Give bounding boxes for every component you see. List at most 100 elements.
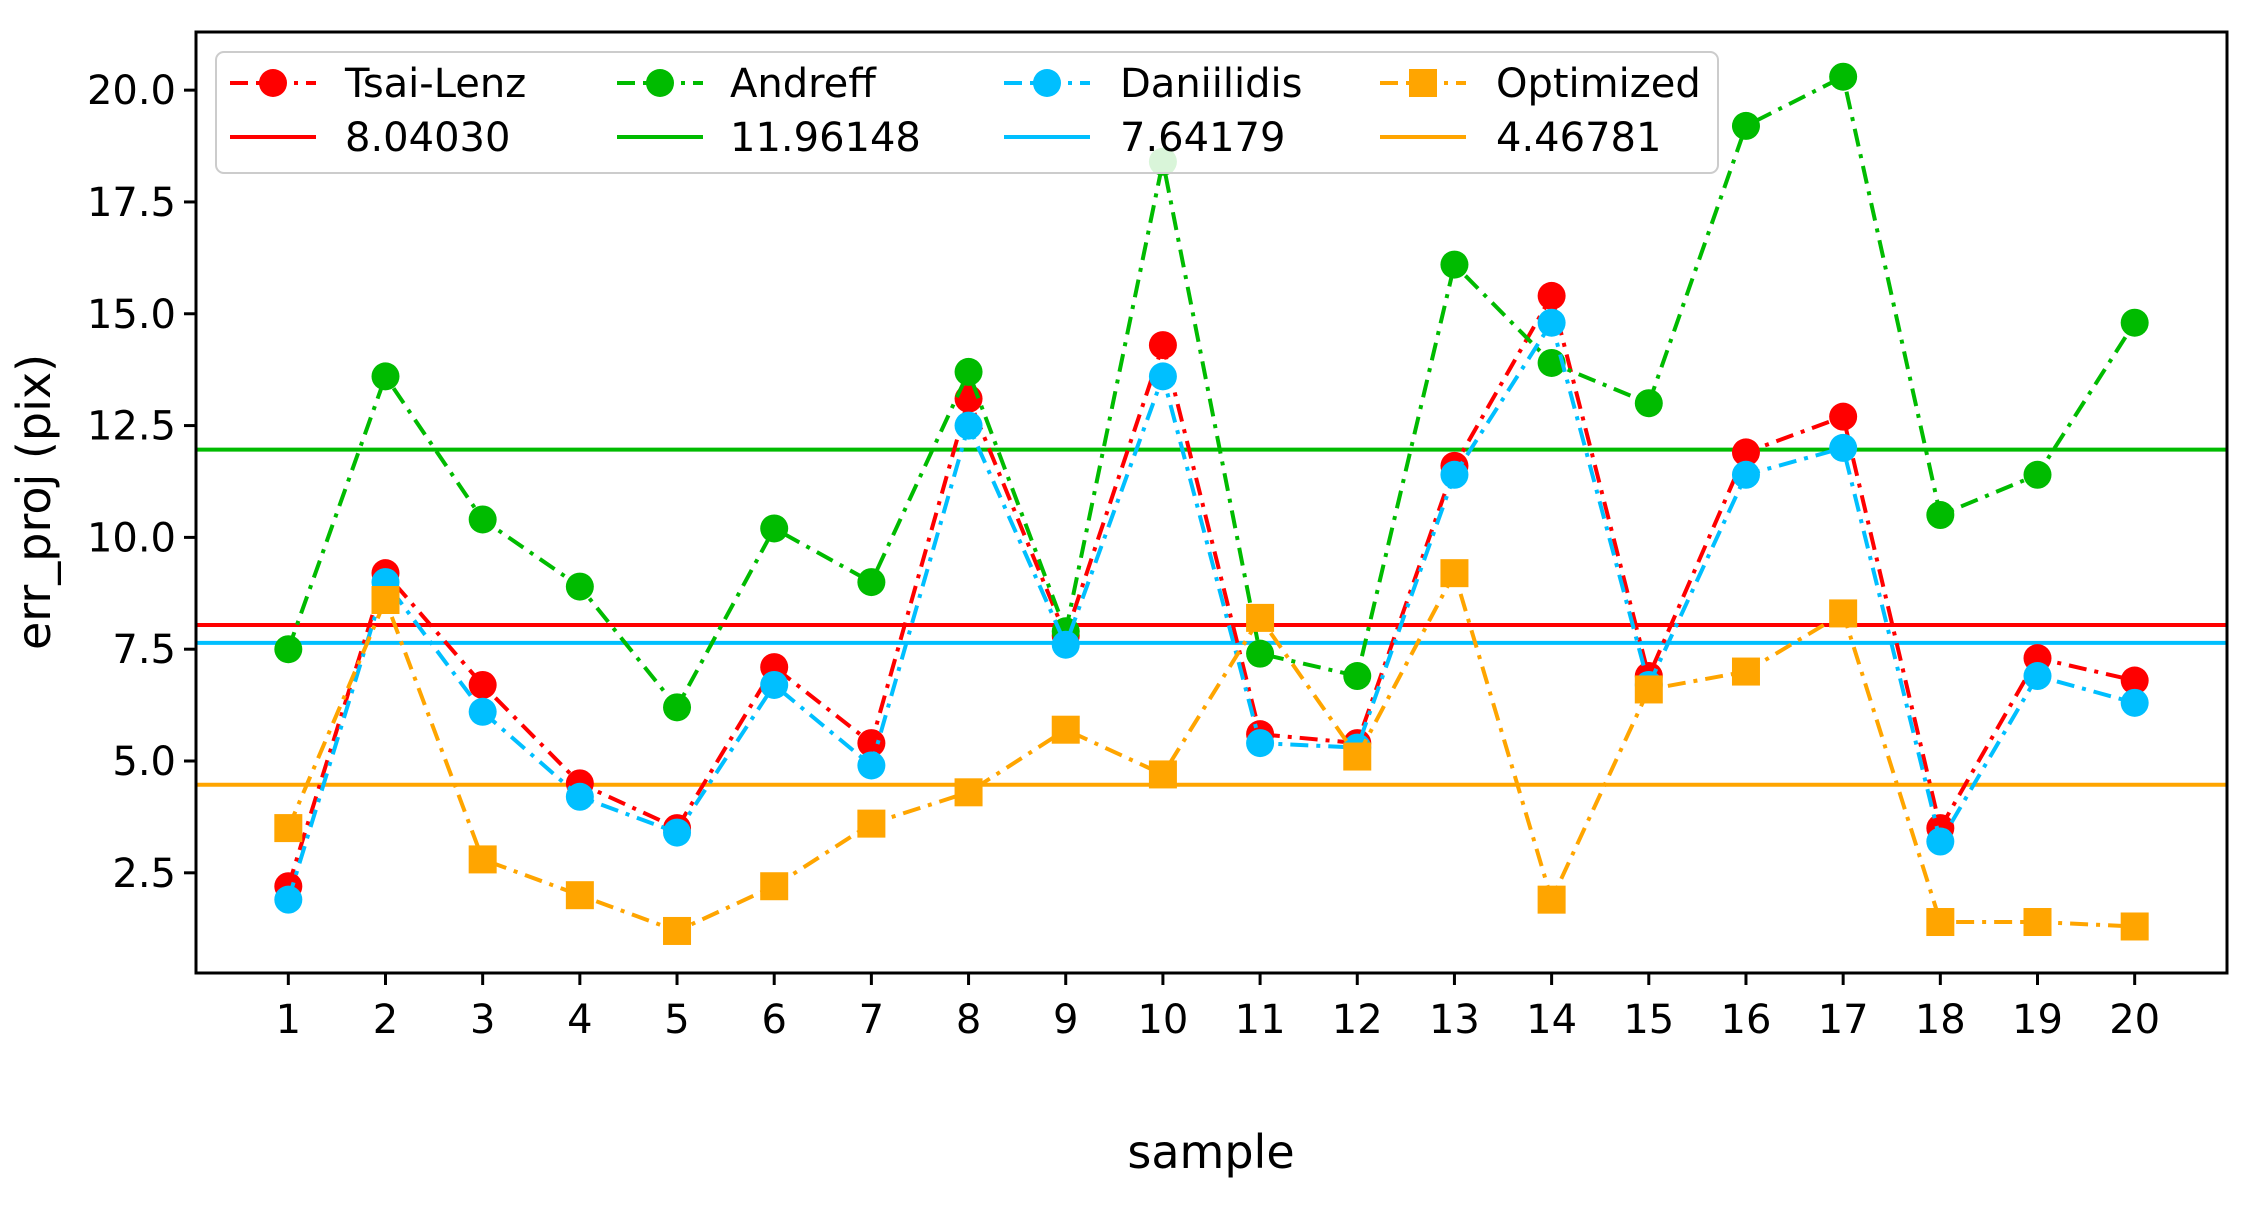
x-tick-label: 20 <box>2109 997 2160 1043</box>
x-tick-label: 13 <box>1429 997 1480 1043</box>
data-point <box>565 782 594 811</box>
x-tick-label: 19 <box>2012 997 2063 1043</box>
data-point <box>468 670 497 699</box>
x-tick-label: 15 <box>1623 997 1674 1043</box>
data-point <box>1148 760 1177 789</box>
data-point <box>2120 666 2149 695</box>
data-point <box>371 362 400 391</box>
data-point <box>1343 742 1372 771</box>
x-tick-label: 7 <box>859 997 884 1043</box>
data-point <box>2120 688 2149 717</box>
data-point <box>760 670 789 699</box>
data-point <box>1537 308 1566 337</box>
x-tick-label: 5 <box>664 997 689 1043</box>
data-point <box>1537 281 1566 310</box>
series-lines <box>274 62 2149 945</box>
data-point <box>2023 460 2052 489</box>
x-tick-label: 6 <box>761 997 786 1043</box>
data-point <box>857 809 886 838</box>
legend-marker <box>1033 69 1061 97</box>
data-point <box>1440 559 1469 588</box>
x-tick-label: 17 <box>1818 997 1869 1043</box>
data-point <box>857 568 886 597</box>
data-point <box>2120 912 2149 941</box>
data-point <box>663 693 692 722</box>
y-tick-label: 10.0 <box>87 515 176 561</box>
data-point <box>1246 603 1275 632</box>
x-tick-label: 3 <box>470 997 495 1043</box>
data-point <box>1731 111 1760 140</box>
data-point <box>274 635 303 664</box>
x-tick-label: 16 <box>1721 997 1772 1043</box>
data-point <box>857 751 886 780</box>
data-point <box>760 872 789 901</box>
data-point <box>1246 639 1275 668</box>
data-point <box>1634 675 1663 704</box>
data-point <box>1926 501 1955 530</box>
y-tick-label: 17.5 <box>87 180 176 226</box>
x-axis: 1 2 3 4 5 6 7 8 9 10 11 12 13 14 15 16 17 18 19 20 <box>276 973 2160 1043</box>
legend-mean-label: 7.64179 <box>1120 115 1285 161</box>
legend: Tsai-Lenz 8.04030 Andreff 11.96148 Daniilidi… <box>215 51 1719 174</box>
data-point <box>954 411 983 440</box>
data-point <box>1829 599 1858 628</box>
data-point <box>1829 62 1858 91</box>
data-point <box>274 814 303 843</box>
data-point <box>663 916 692 945</box>
data-point <box>468 845 497 874</box>
series-line <box>286 290 2136 887</box>
y-tick-label: 12.5 <box>87 404 176 450</box>
x-tick-label: 12 <box>1332 997 1383 1043</box>
series-daniilidis <box>274 308 2149 914</box>
data-point <box>2120 308 2149 337</box>
data-point <box>2023 662 2052 691</box>
series-line <box>286 73 2137 711</box>
plot-frame <box>194 30 2229 975</box>
legend-label: Optimized <box>1496 61 1701 107</box>
data-point <box>1731 657 1760 686</box>
y-axis: 2.5 5.0 7.5 10.0 12.5 15.0 17.5 20.0 <box>87 68 196 897</box>
x-tick-label: 10 <box>1137 997 1188 1043</box>
x-tick-label: 4 <box>567 997 592 1043</box>
data-point <box>1634 389 1663 418</box>
series-optimized <box>274 559 2149 945</box>
y-tick-label: 5.0 <box>112 739 176 785</box>
data-point <box>1731 460 1760 489</box>
data-point <box>760 514 789 543</box>
data-point <box>1148 362 1177 391</box>
legend-label: Daniilidis <box>1120 61 1302 107</box>
data-point <box>1051 715 1080 744</box>
y-axis-label: err_proj (pix) <box>7 354 61 650</box>
data-point <box>2023 908 2052 937</box>
x-tick-label: 11 <box>1235 997 1286 1043</box>
data-point <box>954 778 983 807</box>
data-point <box>1148 331 1177 360</box>
data-point <box>1537 885 1566 914</box>
data-point <box>1926 908 1955 937</box>
series-line <box>286 317 2136 901</box>
data-point <box>565 881 594 910</box>
x-tick-label: 14 <box>1526 997 1577 1043</box>
series-line <box>286 567 2135 934</box>
x-tick-label: 9 <box>1053 997 1078 1043</box>
data-point <box>371 585 400 614</box>
x-tick-label: 18 <box>1915 997 1966 1043</box>
y-tick-label: 2.5 <box>112 851 176 897</box>
legend-box <box>215 51 1719 174</box>
data-point <box>1440 250 1469 279</box>
legend-marker <box>646 69 674 97</box>
y-tick-label: 15.0 <box>87 292 176 338</box>
data-point <box>1926 827 1955 856</box>
legend-label: Andreff <box>730 61 877 107</box>
x-tick-label: 2 <box>373 997 398 1043</box>
legend-mean-label: 11.96148 <box>730 115 921 161</box>
mean-lines <box>196 447 2227 787</box>
data-point <box>1731 438 1760 467</box>
legend-mean-label: 8.04030 <box>345 115 510 161</box>
data-point <box>954 357 983 386</box>
data-point <box>1246 729 1275 758</box>
data-point <box>468 505 497 534</box>
legend-mean-label: 4.46781 <box>1496 115 1661 161</box>
x-tick-label: 1 <box>276 997 301 1043</box>
